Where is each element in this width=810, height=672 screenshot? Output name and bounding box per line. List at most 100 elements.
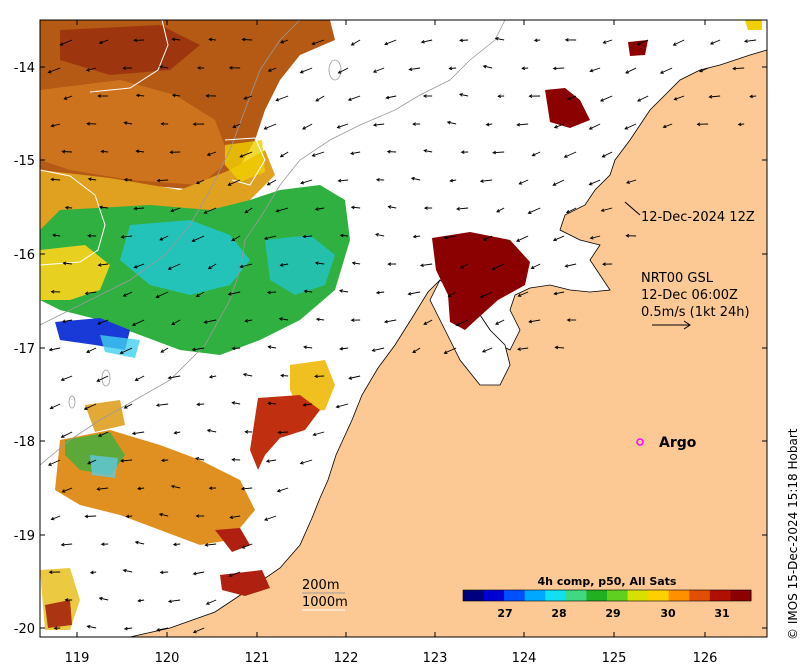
current-vector <box>518 291 529 297</box>
current-vector <box>566 207 577 214</box>
current-vector-head <box>49 405 54 410</box>
lat-tick-label: -14 <box>14 61 35 76</box>
current-vector <box>159 235 169 241</box>
current-vector-head <box>299 461 304 465</box>
current-vector-head <box>732 66 736 71</box>
current-vector-head <box>171 321 175 325</box>
current-vector <box>408 291 421 295</box>
current-vector-head <box>203 320 208 324</box>
current-vector <box>528 207 541 214</box>
current-vector-head <box>459 265 464 269</box>
current-vector <box>137 487 145 490</box>
current-vector-head <box>350 205 355 210</box>
current-vector <box>603 39 613 44</box>
current-vector <box>207 151 217 156</box>
current-vector-head <box>530 265 535 269</box>
current-vector-head <box>155 403 160 407</box>
lat-tick-label: -16 <box>14 248 35 263</box>
current-vector <box>136 94 145 97</box>
current-vector <box>337 123 349 129</box>
current-vector <box>373 123 385 126</box>
current-vector <box>157 179 169 182</box>
current-vector-head <box>228 66 233 70</box>
current-vector <box>444 235 457 239</box>
current-vector-head <box>564 264 569 268</box>
lon-tick-label: 122 <box>334 651 359 666</box>
current-vector-head <box>60 377 65 382</box>
current-vector-head <box>134 540 139 545</box>
current-vector-head <box>204 543 209 547</box>
current-vector-head <box>122 66 127 70</box>
current-vector-head <box>123 177 128 182</box>
current-vector-head <box>302 126 306 130</box>
current-vector-head <box>563 154 568 158</box>
current-vector-head <box>516 122 521 127</box>
current-vector-head <box>52 233 56 238</box>
current-vector-head <box>192 571 197 576</box>
current-vector-head <box>492 150 497 155</box>
current-vector-head <box>443 350 448 354</box>
current-vector <box>268 346 277 349</box>
current-vector <box>245 319 253 322</box>
current-vector <box>197 403 205 405</box>
current-vector-head <box>553 291 558 296</box>
current-vector-head <box>267 345 272 349</box>
current-vector <box>493 151 505 154</box>
current-vector-head <box>279 263 284 267</box>
current-vector-head <box>171 93 176 98</box>
colorbar-segment <box>565 590 587 601</box>
current-vector <box>244 207 253 214</box>
current-vector-head <box>62 261 67 266</box>
current-vector-head <box>589 235 594 240</box>
current-vector-head <box>481 349 486 353</box>
current-vector <box>101 150 109 153</box>
current-vector <box>132 319 145 326</box>
current-vector-head <box>96 378 101 382</box>
current-vector <box>565 263 577 267</box>
current-vector <box>480 291 493 298</box>
current-vector <box>313 431 325 436</box>
current-vector-head <box>133 38 137 43</box>
current-vector <box>280 263 289 266</box>
current-vector <box>300 179 313 184</box>
current-vector <box>384 39 397 45</box>
axis-ticks <box>40 20 767 637</box>
current-vector-head <box>567 96 571 101</box>
current-vector <box>88 178 97 181</box>
current-vector <box>483 65 493 69</box>
current-vector <box>241 543 253 549</box>
current-vector <box>674 95 685 101</box>
current-vector <box>97 319 109 325</box>
current-vector-head <box>171 37 176 42</box>
current-vector-head <box>552 237 557 242</box>
current-vector <box>553 67 565 70</box>
current-vector-head <box>303 289 308 294</box>
current-vector-head <box>195 180 200 185</box>
current-vector-head <box>63 96 68 100</box>
current-vector-head <box>482 64 487 69</box>
current-vector-head <box>60 542 65 547</box>
current-vector-head <box>527 210 532 214</box>
current-vector <box>62 487 73 493</box>
current-vector-head <box>207 265 212 270</box>
current-vector <box>589 123 601 130</box>
current-vector <box>240 151 253 158</box>
current-vector-head <box>167 375 172 380</box>
colorbar-tick-label: 27 <box>497 607 512 620</box>
current-vector-head <box>337 178 342 183</box>
current-vector-head <box>458 92 463 97</box>
current-vector <box>209 375 217 378</box>
current-vector-head <box>447 293 452 297</box>
current-vector-head <box>446 120 451 125</box>
current-vector <box>62 151 73 153</box>
colorbar-title: 4h comp, p50, All Sats <box>538 575 677 588</box>
current-vector-head <box>50 289 55 294</box>
current-vector-head <box>53 626 58 631</box>
current-vector-head <box>375 290 380 295</box>
current-vector <box>168 599 181 603</box>
current-vector <box>87 625 97 629</box>
current-vector-head <box>122 568 127 573</box>
current-vector-head <box>47 462 52 466</box>
current-vector-head <box>485 122 490 127</box>
